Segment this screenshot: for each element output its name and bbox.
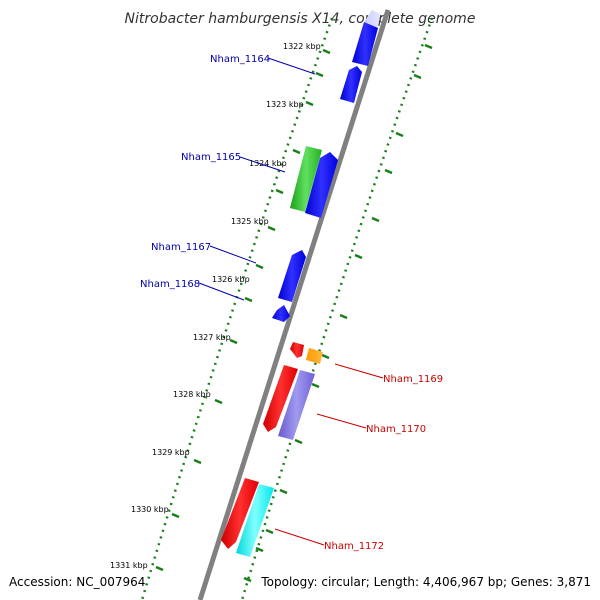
gene-arrow-nham-1164[interactable]: [340, 66, 362, 103]
gene-arrow-nham-1165[interactable]: [290, 146, 322, 212]
gc-track-outer: [240, 17, 434, 600]
genes-forward: [236, 10, 380, 557]
gene-arrow-nham-1168[interactable]: [272, 305, 290, 322]
gene-arrow-nham-1167[interactable]: [278, 250, 306, 302]
map-title: Nitrobacter hamburgensis X14, complete g…: [125, 11, 476, 27]
leader-lines: [198, 57, 384, 546]
tick-label: 1329 kbp: [152, 448, 190, 457]
gene-arrow-nham-1170[interactable]: [278, 370, 315, 440]
tick-label: 1324 kbp: [249, 159, 287, 168]
ruler: 1322 kbp 1323 kbp 1324 kbp 1325 kbp 1326…: [110, 42, 321, 570]
gene-arrow-nham-1165b[interactable]: [305, 152, 338, 218]
gene-labels: Nham_1164 Nham_1165 Nham_1167 Nham_1168 …: [140, 54, 443, 552]
gene-label-nham-1169[interactable]: Nham_1169: [383, 374, 443, 385]
gene-label-nham-1168[interactable]: Nham_1168: [140, 279, 200, 290]
genome-backbone: [197, 9, 391, 600]
tick-label: 1325 kbp: [231, 217, 269, 226]
gene-arrow-nham-1170b[interactable]: [263, 365, 298, 432]
accession-text: Accession: NC_007964: [9, 575, 145, 589]
gene-label-nham-1172[interactable]: Nham_1172: [324, 541, 384, 552]
tick-label: 1328 kbp: [173, 390, 211, 399]
genes-reverse: [221, 146, 322, 549]
gc-marks-outer: [243, 43, 433, 583]
gene-label-nham-1167[interactable]: Nham_1167: [151, 242, 211, 253]
gene-label-nham-1164[interactable]: Nham_1164: [210, 54, 270, 65]
gc-track-inner: [140, 17, 334, 600]
gene-arrow-nham-1172[interactable]: [236, 484, 274, 557]
gene-arrow-nham-1169b[interactable]: [290, 342, 304, 358]
tick-label: 1330 kbp: [131, 505, 169, 514]
gene-arrow-nham-1163[interactable]: [352, 22, 378, 66]
gene-arrow-nham-1169[interactable]: [306, 348, 323, 364]
tick-label: 1331 kbp: [110, 561, 148, 570]
gc-marks-inner: [155, 48, 331, 572]
tick-label: 1322 kbp: [283, 42, 321, 51]
gene-arrow-nham-1172b[interactable]: [221, 478, 259, 549]
gene-label-nham-1170[interactable]: Nham_1170: [366, 424, 426, 435]
tick-label: 1326 kbp: [212, 275, 250, 284]
gene-label-nham-1165[interactable]: Nham_1165: [181, 152, 241, 163]
genome-summary-text: Topology: circular; Length: 4,406,967 bp…: [260, 575, 591, 589]
tick-label: 1327 kbp: [193, 333, 231, 342]
tick-label: 1323 kbp: [266, 100, 304, 109]
